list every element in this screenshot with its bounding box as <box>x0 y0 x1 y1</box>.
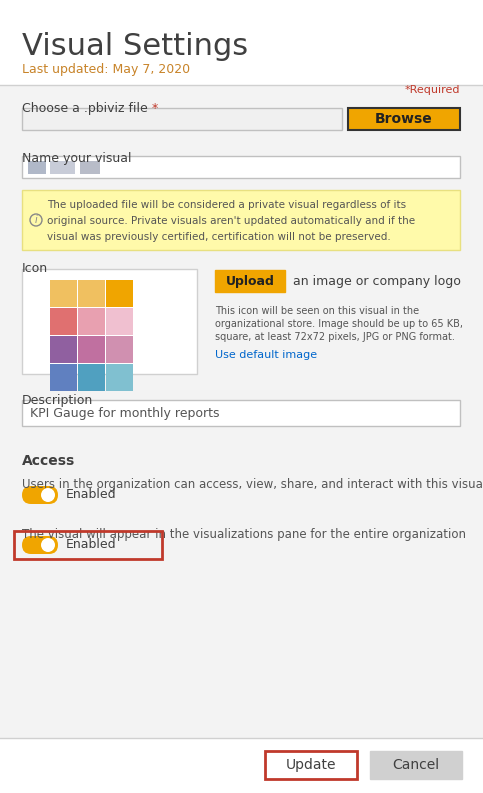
Text: Enabled: Enabled <box>66 488 116 501</box>
Text: Cancel: Cancel <box>393 758 440 772</box>
Bar <box>0 439 483 574</box>
Text: organizational store. Image should be up to 65 KB,: organizational store. Image should be up… <box>215 319 463 329</box>
Text: Last updated: May 7, 2020: Last updated: May 7, 2020 <box>22 63 190 76</box>
Text: Access: Access <box>22 454 75 468</box>
Bar <box>14 531 162 559</box>
Bar <box>106 364 133 391</box>
Bar <box>215 270 285 292</box>
Text: Use default image: Use default image <box>215 350 317 360</box>
Bar <box>78 336 105 363</box>
Bar <box>370 751 462 779</box>
Text: Description: Description <box>22 394 93 407</box>
Bar <box>78 280 105 307</box>
Text: The visual will appear in the visualizations pane for the entire organization: The visual will appear in the visualizat… <box>22 528 466 541</box>
Bar <box>106 280 133 307</box>
Circle shape <box>41 488 55 502</box>
Bar <box>78 308 105 335</box>
Bar <box>78 364 105 391</box>
Bar <box>50 161 75 174</box>
Bar <box>50 364 77 391</box>
Text: *: * <box>148 102 158 115</box>
Text: i: i <box>35 215 37 225</box>
Text: an image or company logo: an image or company logo <box>289 274 461 288</box>
Bar <box>50 280 77 307</box>
Bar <box>0 738 483 793</box>
Text: The uploaded file will be considered a private visual regardless of its: The uploaded file will be considered a p… <box>47 200 406 210</box>
Text: original source. Private visuals aren't updated automatically and if the: original source. Private visuals aren't … <box>47 216 415 226</box>
Text: visual was previously certified, certification will not be preserved.: visual was previously certified, certifi… <box>47 232 391 242</box>
Bar <box>28 161 46 174</box>
Text: This icon will be seen on this visual in the: This icon will be seen on this visual in… <box>215 306 419 316</box>
Text: Enabled: Enabled <box>66 538 116 551</box>
Bar <box>22 156 460 178</box>
Text: Icon: Icon <box>22 262 48 275</box>
Bar <box>106 336 133 363</box>
Bar <box>22 269 197 374</box>
Bar <box>22 108 342 130</box>
FancyBboxPatch shape <box>22 486 58 504</box>
Bar <box>0 0 483 85</box>
Bar <box>80 161 100 174</box>
Circle shape <box>41 538 55 552</box>
Text: Choose a .pbiviz file: Choose a .pbiviz file <box>22 102 148 115</box>
Text: Name your visual: Name your visual <box>22 152 131 165</box>
Bar <box>22 400 460 426</box>
Text: Visual Settings: Visual Settings <box>22 32 248 61</box>
Text: Users in the organization can access, view, share, and interact with this visual: Users in the organization can access, vi… <box>22 478 483 491</box>
Bar <box>106 308 133 335</box>
Bar <box>50 336 77 363</box>
Text: Update: Update <box>286 758 336 772</box>
Bar <box>22 190 460 250</box>
Text: KPI Gauge for monthly reports: KPI Gauge for monthly reports <box>30 407 219 419</box>
FancyBboxPatch shape <box>22 536 58 554</box>
Bar <box>348 108 460 130</box>
Text: square, at least 72x72 pixels, JPG or PNG format.: square, at least 72x72 pixels, JPG or PN… <box>215 332 455 342</box>
Text: Browse: Browse <box>375 112 433 126</box>
Bar <box>265 751 357 779</box>
Text: Upload: Upload <box>226 274 274 288</box>
Bar <box>0 85 483 738</box>
Text: *Required: *Required <box>404 85 460 95</box>
Bar <box>50 308 77 335</box>
